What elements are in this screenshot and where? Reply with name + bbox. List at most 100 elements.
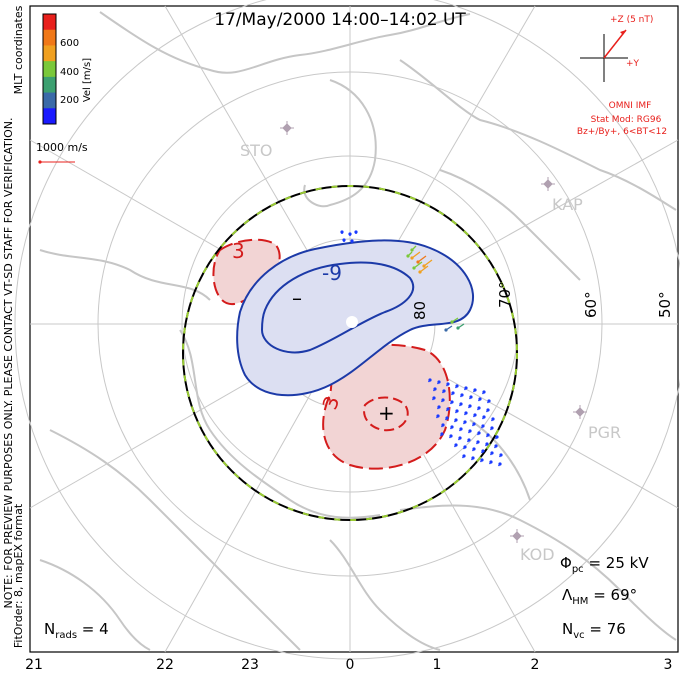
negative-contour-label: -9 — [322, 261, 342, 285]
velocity-vector-origin — [482, 390, 486, 394]
velocity-vector-origin — [459, 427, 463, 431]
velocity-vector-origin — [451, 391, 455, 395]
heppner-maynard-boundary-dashes — [182, 185, 518, 521]
station-kap: KAP — [541, 177, 583, 214]
station-sto: STO — [240, 121, 294, 160]
velocity-vector-origin — [454, 418, 458, 422]
velocity-vector-origin — [498, 462, 502, 466]
velocity-vector-origin — [468, 404, 472, 408]
station-label: PGR — [588, 423, 621, 442]
velocity-vector — [419, 265, 429, 273]
velocity-vector-origin — [440, 432, 444, 436]
stats-nvc: Nvc = 76 — [562, 620, 626, 641]
velocity-vector-origin — [494, 444, 498, 448]
colorbar-tick-200: 200 — [60, 95, 79, 106]
lat-label-70: 70° — [496, 281, 514, 308]
mlt-tick: 21 — [25, 657, 43, 673]
coordinates-label: MLT coordinates — [12, 5, 25, 94]
latitude-circles — [14, 0, 680, 660]
velocity-vector-origin — [406, 254, 410, 258]
colorbar-label: Vel [m/s] — [82, 58, 93, 102]
velocity-vector-origin — [450, 425, 454, 429]
velocity-vector-origin — [463, 420, 467, 424]
coastlines — [39, 11, 677, 651]
lat-label-80: 80 — [411, 301, 429, 320]
velocity-vector-origin — [340, 230, 344, 234]
velocity-vector-origin — [473, 413, 477, 417]
svg-text:Nrads = 4: Nrads = 4 — [44, 620, 109, 641]
mlt-tick: 23 — [241, 657, 259, 673]
velocity-vector-origin — [455, 409, 459, 413]
velocity-vector-origin — [487, 399, 491, 403]
velocity-vector-origin — [442, 389, 446, 393]
velocity-vector-origin — [354, 230, 358, 234]
velocity-vector-origin — [482, 415, 486, 419]
colorbar-segment — [43, 61, 56, 78]
velocity-vector-origin — [473, 388, 477, 392]
velocity-vector-origin — [445, 416, 449, 420]
velocity-vector-origin — [410, 256, 414, 260]
map-title: 17/May/2000 14:00–14:02 UT — [214, 10, 466, 30]
mlt-tick: 22 — [156, 657, 174, 673]
velocity-vector-origin — [418, 270, 422, 274]
velocity-vector-origin — [342, 238, 346, 242]
colorbar-segment — [43, 14, 56, 31]
velocity-vector-origin — [441, 423, 445, 427]
velocity-vector-origin — [463, 445, 467, 449]
velocity-vector-origin — [458, 436, 462, 440]
imf-source: OMNI IMF — [609, 101, 652, 111]
positive-contour-label: 3 — [232, 239, 245, 263]
velocity-vector-origin — [481, 449, 485, 453]
velocity-vector-origin — [477, 406, 481, 410]
velocity-vector-origin — [462, 454, 466, 458]
velocity-vector-origin — [464, 411, 468, 415]
preview-notice: NOTE: FOR PREVIEW PURPOSES ONLY. PLEASE … — [2, 117, 15, 608]
velocity-vector-origin — [432, 396, 436, 400]
velocity-vector-origin — [456, 326, 460, 330]
velocity-vector-origin — [472, 422, 476, 426]
velocity-vector-origin — [491, 417, 495, 421]
colorbar-tick-400: 400 — [60, 67, 79, 78]
pole-dot — [346, 316, 358, 328]
colorbar-tick-600: 600 — [60, 38, 79, 49]
velocity-vector — [423, 259, 433, 267]
velocity-vector-origin — [422, 264, 426, 268]
colorbar-segment — [43, 29, 56, 46]
velocity-vector-origin — [350, 239, 354, 243]
velocity-vector-origin — [478, 397, 482, 401]
velocity-vector-origin — [485, 442, 489, 446]
velocity-vector-origin — [477, 431, 481, 435]
velocity-vector-origin — [444, 328, 448, 332]
velocity-vector-origin — [437, 380, 441, 384]
station-pgr: PGR — [573, 405, 621, 442]
velocity-vector-origin — [476, 440, 480, 444]
velocity-vector-origin — [495, 435, 499, 439]
velocity-vector-origin — [486, 433, 490, 437]
imf-conditions: Bz+/By+, 6<BT<12 — [577, 127, 667, 137]
velocity-vector-origin — [446, 382, 450, 386]
velocity-vector-origin — [437, 405, 441, 409]
colorbar-segment — [43, 108, 56, 125]
imf-clock: +Z (5 nT) +Y OMNI IMF Stat Mod: RG96 Bz+… — [577, 15, 667, 137]
velocity-vector-origin — [450, 320, 454, 324]
velocity-vector-origin — [433, 387, 437, 391]
colorbar-segment — [43, 45, 56, 62]
velocity-vector-origin — [454, 443, 458, 447]
velocity-vector-origin — [441, 398, 445, 402]
station-kod: KOD — [510, 529, 555, 564]
velocity-vectors — [340, 230, 503, 467]
velocity-vector-origin — [468, 429, 472, 433]
velocity-vector-origin — [489, 460, 493, 464]
stats-lambda: ΛHM = 69° — [562, 586, 637, 607]
imf-y-label: +Y — [626, 59, 640, 69]
lat-label-60: 60° — [582, 291, 600, 318]
velocity-vector-origin — [446, 407, 450, 411]
positive-potential-cell — [212, 238, 451, 470]
velocity-vector-origin — [450, 400, 454, 404]
imf-model: Stat Mod: RG96 — [591, 115, 662, 125]
velocity-vector-origin — [490, 451, 494, 455]
station-label: STO — [240, 141, 273, 160]
reference-vector-label: 1000 m/s — [36, 141, 88, 154]
velocity-vector — [411, 251, 421, 259]
station-label: KAP — [552, 195, 583, 214]
